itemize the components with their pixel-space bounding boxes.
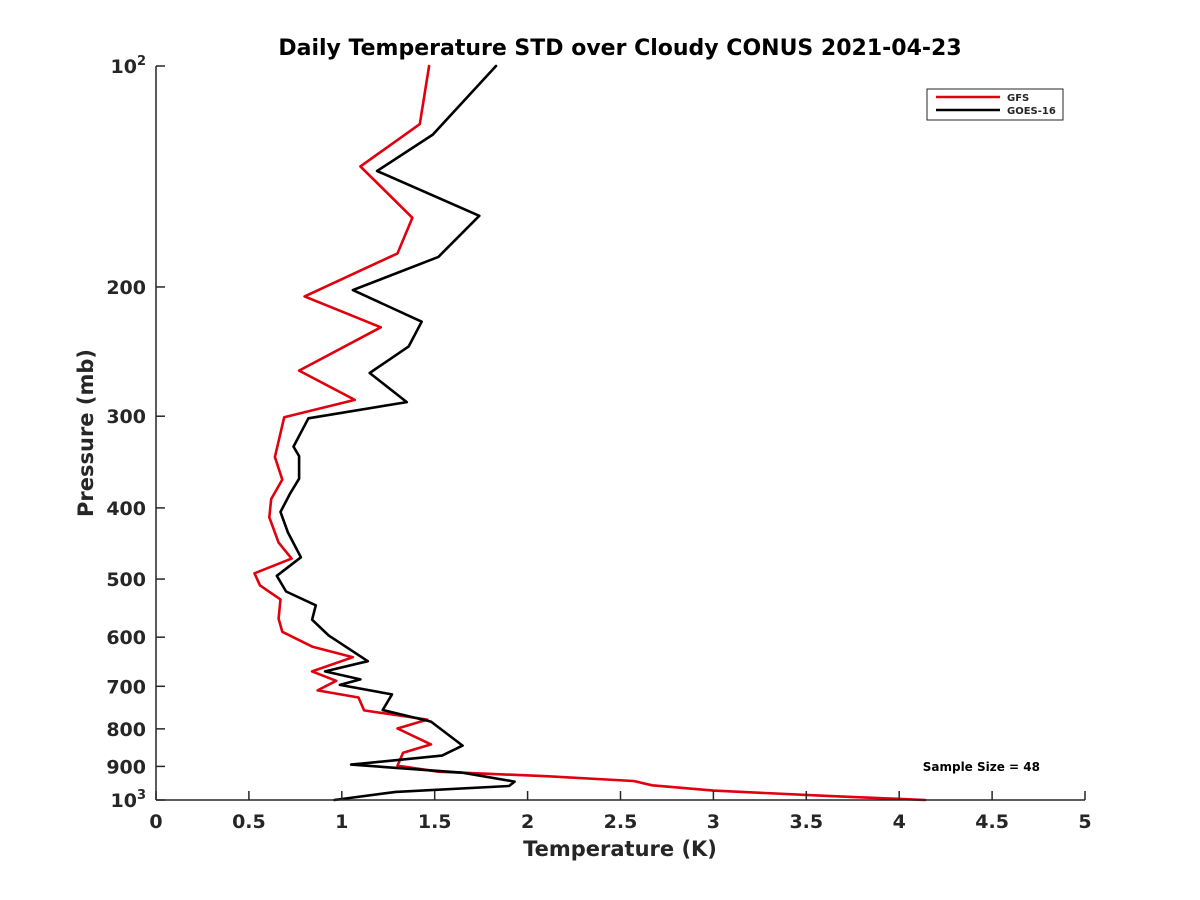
x-tick-label: 3 xyxy=(707,811,720,833)
legend-label-gfs: GFS xyxy=(1007,93,1029,104)
sample-size-annotation: Sample Size = 48 xyxy=(923,760,1040,774)
chart-title: Daily Temperature STD over Cloudy CONUS … xyxy=(278,36,961,61)
x-tick-label: 4 xyxy=(893,811,906,833)
legend: GFS GOES-16 xyxy=(926,88,1064,121)
x-tick-label: 1.5 xyxy=(418,811,452,833)
y-tick-label: 900 xyxy=(106,756,146,778)
ticks-layer: 0 0.5 1 1.5 2 2.5 3 3.5 4 4.5 5 102 200 300 400 500 600 7… xyxy=(106,54,1091,833)
y-tick-label: 600 xyxy=(106,627,146,649)
y-tick-label: 300 xyxy=(106,406,146,428)
x-tick-label: 2.5 xyxy=(604,811,638,833)
y-tick-label: 400 xyxy=(106,498,146,520)
x-tick-label: 3.5 xyxy=(789,811,823,833)
legend-label-goes16: GOES-16 xyxy=(1007,106,1056,117)
x-tick-label: 4.5 xyxy=(975,811,1009,833)
y-tick-label: 800 xyxy=(106,719,146,741)
y-tick-label: 103 xyxy=(111,788,147,812)
y-tick-label: 200 xyxy=(106,277,146,299)
x-tick-label: 2 xyxy=(521,811,534,833)
series-line-1 xyxy=(275,64,516,802)
legend-box xyxy=(926,88,1064,121)
y-tick-label: 102 xyxy=(111,54,147,78)
x-tick-label: 0.5 xyxy=(232,811,266,833)
x-tick-label: 0 xyxy=(149,811,162,833)
x-axis-label: Temperature (K) xyxy=(523,837,717,861)
series-layer xyxy=(253,64,927,802)
x-tick-label: 5 xyxy=(1078,811,1091,833)
y-axis-label: Pressure (mb) xyxy=(74,349,98,517)
y-tick-label: 700 xyxy=(106,676,146,698)
x-tick-label: 1 xyxy=(335,811,348,833)
y-tick-label: 500 xyxy=(106,569,146,591)
